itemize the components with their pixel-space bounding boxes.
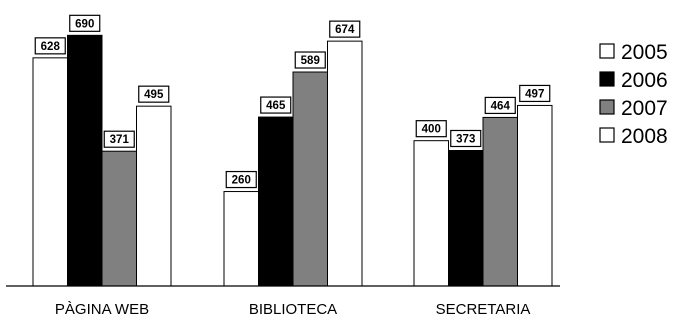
data-label: 260 [232, 175, 251, 187]
legend-label-2005: 2005 [621, 41, 668, 64]
bar-biblioteca-2006 [258, 116, 294, 287]
data-label-box [138, 85, 170, 103]
data-label: 589 [301, 55, 320, 67]
data-label-box [450, 129, 482, 148]
data-label-box [34, 37, 66, 55]
bar-secretaria-2006 [448, 149, 484, 287]
category-label: BIBLIOTECA [249, 301, 337, 318]
category-labels-group: PÀGINA WEB BIBLIOTECA SECRETARIA [55, 301, 530, 318]
data-label: 495 [144, 89, 164, 101]
data-label-box [519, 84, 551, 103]
legend-swatch-2006 [599, 71, 615, 87]
data-label-box [415, 120, 447, 138]
data-label: 400 [422, 124, 441, 136]
data-label: 674 [335, 24, 355, 36]
data-label: 373 [456, 133, 475, 145]
bar-secretaria-2005 [413, 140, 449, 287]
legend: 2005 2006 2007 2008 [599, 41, 668, 148]
legend-label-2006: 2006 [621, 69, 668, 92]
legend-label-2007: 2007 [621, 97, 668, 120]
bar-p-gina-web-2006 [67, 34, 103, 287]
bars-group [32, 34, 553, 287]
bar-p-gina-web-2008 [136, 105, 172, 287]
bar-p-gina-web-2007 [101, 150, 137, 287]
legend-swatch-2007 [599, 99, 615, 115]
data-label: 464 [491, 100, 511, 112]
data-label: 628 [41, 41, 61, 53]
bar-p-gina-web-2005 [32, 57, 68, 287]
bar-secretaria-2008 [517, 104, 553, 287]
data-label-box [225, 170, 257, 189]
bar-biblioteca-2007 [292, 71, 328, 287]
data-label-box [484, 96, 516, 115]
bar-biblioteca-2008 [327, 40, 363, 287]
category-label: PÀGINA WEB [55, 301, 149, 318]
legend-swatch-2008 [599, 127, 615, 143]
bar-biblioteca-2005 [223, 191, 259, 287]
data-label-box [260, 96, 292, 114]
data-label-box [329, 20, 361, 38]
category-label: SECRETARIA [436, 301, 531, 318]
data-label-box [294, 51, 326, 69]
data-label: 690 [75, 18, 94, 30]
legend-swatch-2005 [599, 43, 615, 59]
data-label: 497 [525, 88, 544, 100]
data-label-box [103, 130, 135, 148]
bar-secretaria-2007 [482, 116, 518, 287]
data-labels-group: 628 690 371 495 260 465 589 674 400 373 464 497 [34, 14, 551, 189]
data-label: 371 [110, 134, 130, 146]
data-label-box [69, 14, 101, 32]
data-label: 465 [266, 100, 286, 112]
legend-label-2008: 2008 [621, 125, 668, 148]
